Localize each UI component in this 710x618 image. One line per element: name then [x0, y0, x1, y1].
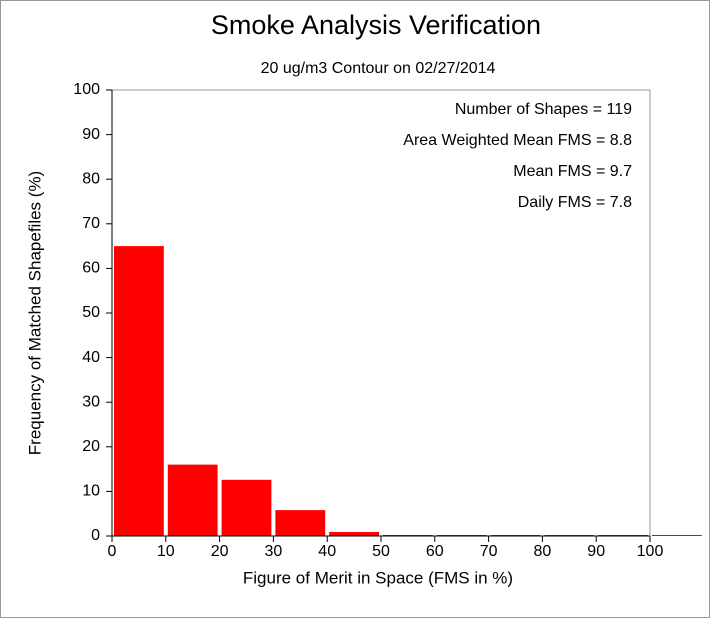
x-tick-label: 20 [211, 543, 229, 560]
annotation: Daily FMS = 7.8 [518, 194, 632, 211]
x-tick-label: 90 [587, 543, 605, 560]
bar [114, 246, 164, 536]
bar [652, 535, 702, 536]
chart-title: Smoke Analysis Verification [211, 10, 541, 40]
bar [221, 479, 272, 536]
x-tick-label: 40 [318, 543, 336, 560]
annotation: Number of Shapes = 119 [455, 101, 632, 118]
x-tick-label: 100 [637, 543, 664, 560]
y-tick-label: 30 [82, 393, 100, 410]
bar [167, 464, 218, 536]
y-tick-label: 70 [82, 215, 100, 232]
y-tick-label: 100 [73, 81, 100, 98]
bar [329, 531, 379, 536]
y-tick-label: 90 [82, 126, 100, 143]
chart-subtitle: 20 ug/m3 Contour on 02/27/2014 [261, 60, 496, 77]
y-tick-label: 0 [91, 527, 100, 544]
x-tick-label: 70 [480, 543, 498, 560]
y-tick-label: 20 [82, 438, 100, 455]
y-tick-label: 10 [82, 483, 100, 500]
y-axis-label: Frequency of Matched Shapefiles (%) [25, 171, 44, 455]
x-tick-label: 0 [108, 543, 117, 560]
x-tick-label: 30 [265, 543, 283, 560]
y-tick-label: 50 [82, 304, 100, 321]
annotation: Area Weighted Mean FMS = 8.8 [403, 132, 632, 149]
x-tick-label: 50 [372, 543, 390, 560]
x-tick-label: 60 [426, 543, 444, 560]
y-tick-label: 80 [82, 170, 100, 187]
x-axis-label: Figure of Merit in Space (FMS in %) [243, 568, 513, 587]
bar [275, 510, 326, 536]
x-tick-label: 10 [157, 543, 175, 560]
annotation: Mean FMS = 9.7 [513, 163, 632, 180]
y-tick-label: 60 [82, 260, 100, 277]
y-tick-label: 40 [82, 349, 100, 366]
x-tick-label: 80 [534, 543, 552, 560]
